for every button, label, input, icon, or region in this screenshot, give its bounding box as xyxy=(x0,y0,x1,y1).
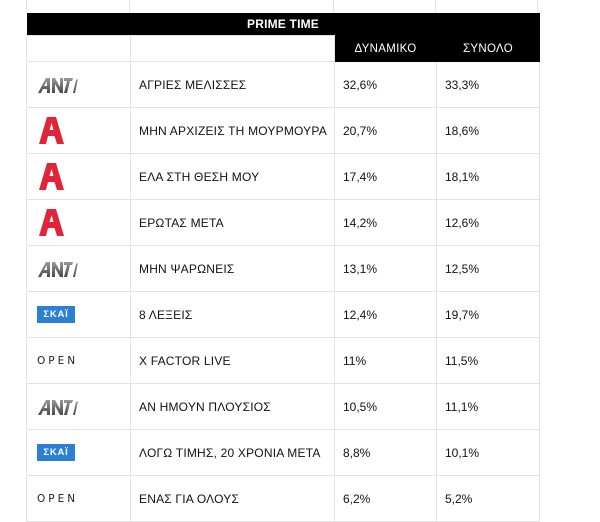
section-title: PRIME TIME xyxy=(26,13,540,36)
show-title: ΕΛΑ ΣΤΗ ΘΕΣΗ ΜΟΥ xyxy=(130,153,335,200)
dynamic-share: 8,8% xyxy=(334,429,437,476)
channel-logo-cell xyxy=(26,107,131,154)
dynamic-share: 32,6% xyxy=(334,61,437,108)
table-row: ΜΗΝ ΨΑΡΩΝΕΙΣ 13,1% 12,5% xyxy=(26,245,541,292)
show-title: ΕΡΩΤΑΣ ΜΕΤΑ xyxy=(130,199,335,246)
section-title-row: PRIME TIME xyxy=(26,13,540,36)
table-row: ΣΚΑΪ ΛΟΓΩ ΤΙΜΗΣ, 20 ΧΡΟΝΙΑ ΜΕΤΑ 8,8% 10,1% xyxy=(26,429,541,476)
show-title: ΑΝ ΗΜΟΥΝ ΠΛΟΥΣΙΟΣ xyxy=(130,383,335,430)
table-row: ΜΗΝ ΑΡΧΙΖΕΙΣ ΤΗ ΜΟΥΡΜΟΥΡΑ 20,7% 18,6% xyxy=(26,107,541,154)
dynamic-share: 13,1% xyxy=(334,245,437,292)
dynamic-share: 10,5% xyxy=(334,383,437,430)
channel-logo-cell xyxy=(26,153,131,200)
ant1-logo-icon xyxy=(37,398,79,416)
total-share: 5,2% xyxy=(435,475,541,522)
tail-cell xyxy=(130,0,334,13)
alpha-logo-icon xyxy=(37,116,65,146)
open-logo-icon: OPEN xyxy=(37,493,79,506)
total-share: 18,1% xyxy=(435,153,541,200)
total-share: 12,6% xyxy=(435,199,541,246)
tail-cell xyxy=(436,0,538,13)
show-title: ΛΟΓΩ ΤΙΜΗΣ, 20 ΧΡΟΝΙΑ ΜΕΤΑ xyxy=(130,429,335,476)
tail-cell xyxy=(334,0,436,13)
ant1-logo-icon xyxy=(37,76,79,94)
channel-logo-cell: OPEN xyxy=(26,475,131,522)
show-title: ΑΓΡΙΕΣ ΜΕΛΙΣΣΕΣ xyxy=(130,61,335,108)
table-row: ΣΚΑΪ 8 ΛΕΞΕΙΣ 12,4% 19,7% xyxy=(26,291,541,338)
column-header-dynamic: ΔΥΝΑΜΙΚΟ xyxy=(334,35,437,62)
alpha-logo-icon xyxy=(37,162,65,192)
total-share: 11,5% xyxy=(435,337,541,384)
ratings-table: PRIME TIME ΔΥΝΑΜΙΚΟ ΣΥΝΟΛΟ ΑΓΡΙΕΣ ΜΕΛ xyxy=(26,13,541,522)
total-share: 19,7% xyxy=(435,291,541,338)
dynamic-share: 12,4% xyxy=(334,291,437,338)
channel-logo-cell xyxy=(26,61,131,108)
table-row: OPEN X FACTOR LIVE 11% 11,5% xyxy=(26,337,541,384)
open-logo-icon: OPEN xyxy=(37,355,79,368)
channel-logo-cell xyxy=(26,383,131,430)
total-share: 12,5% xyxy=(435,245,541,292)
table-row: ΑΝ ΗΜΟΥΝ ΠΛΟΥΣΙΟΣ 10,5% 11,1% xyxy=(26,383,541,430)
dynamic-share: 6,2% xyxy=(334,475,437,522)
table-row: ΑΓΡΙΕΣ ΜΕΛΙΣΣΕΣ 32,6% 33,3% xyxy=(26,61,541,108)
column-header-row: ΔΥΝΑΜΙΚΟ ΣΥΝΟΛΟ xyxy=(26,35,541,62)
previous-table-tail xyxy=(26,0,538,13)
total-share: 18,6% xyxy=(435,107,541,154)
dynamic-share: 20,7% xyxy=(334,107,437,154)
show-title: ΜΗΝ ΨΑΡΩΝΕΙΣ xyxy=(130,245,335,292)
column-header-total: ΣΥΝΟΛΟ xyxy=(435,35,541,62)
ant1-logo-icon xyxy=(37,260,79,278)
channel-logo-cell xyxy=(26,199,131,246)
channel-logo-cell xyxy=(26,245,131,292)
channel-logo-cell: ΣΚΑΪ xyxy=(26,291,131,338)
total-share: 11,1% xyxy=(435,383,541,430)
total-share: 33,3% xyxy=(435,61,541,108)
empty-header-cell xyxy=(130,35,335,62)
tail-cell xyxy=(26,0,130,13)
table-row: OPEN ΕΝΑΣ ΓΙΑ ΟΛΟΥΣ 6,2% 5,2% xyxy=(26,475,541,522)
show-title: 8 ΛΕΞΕΙΣ xyxy=(130,291,335,338)
skai-logo-icon: ΣΚΑΪ xyxy=(37,306,75,323)
channel-logo-cell: ΣΚΑΪ xyxy=(26,429,131,476)
skai-logo-icon: ΣΚΑΪ xyxy=(37,444,75,461)
dynamic-share: 14,2% xyxy=(334,199,437,246)
show-title: ΜΗΝ ΑΡΧΙΖΕΙΣ ΤΗ ΜΟΥΡΜΟΥΡΑ xyxy=(130,107,335,154)
table-body: ΑΓΡΙΕΣ ΜΕΛΙΣΣΕΣ 32,6% 33,3% ΜΗΝ ΑΡΧΙΖΕΙΣ Τ… xyxy=(26,61,541,522)
show-title: ΕΝΑΣ ΓΙΑ ΟΛΟΥΣ xyxy=(130,475,335,522)
dynamic-share: 17,4% xyxy=(334,153,437,200)
dynamic-share: 11% xyxy=(334,337,437,384)
channel-logo-cell: OPEN xyxy=(26,337,131,384)
alpha-logo-icon xyxy=(37,208,65,238)
table-row: ΕΛΑ ΣΤΗ ΘΕΣΗ ΜΟΥ 17,4% 18,1% xyxy=(26,153,541,200)
total-share: 10,1% xyxy=(435,429,541,476)
show-title: X FACTOR LIVE xyxy=(130,337,335,384)
table-row: ΕΡΩΤΑΣ ΜΕΤΑ 14,2% 12,6% xyxy=(26,199,541,246)
empty-header-cell xyxy=(26,35,131,62)
